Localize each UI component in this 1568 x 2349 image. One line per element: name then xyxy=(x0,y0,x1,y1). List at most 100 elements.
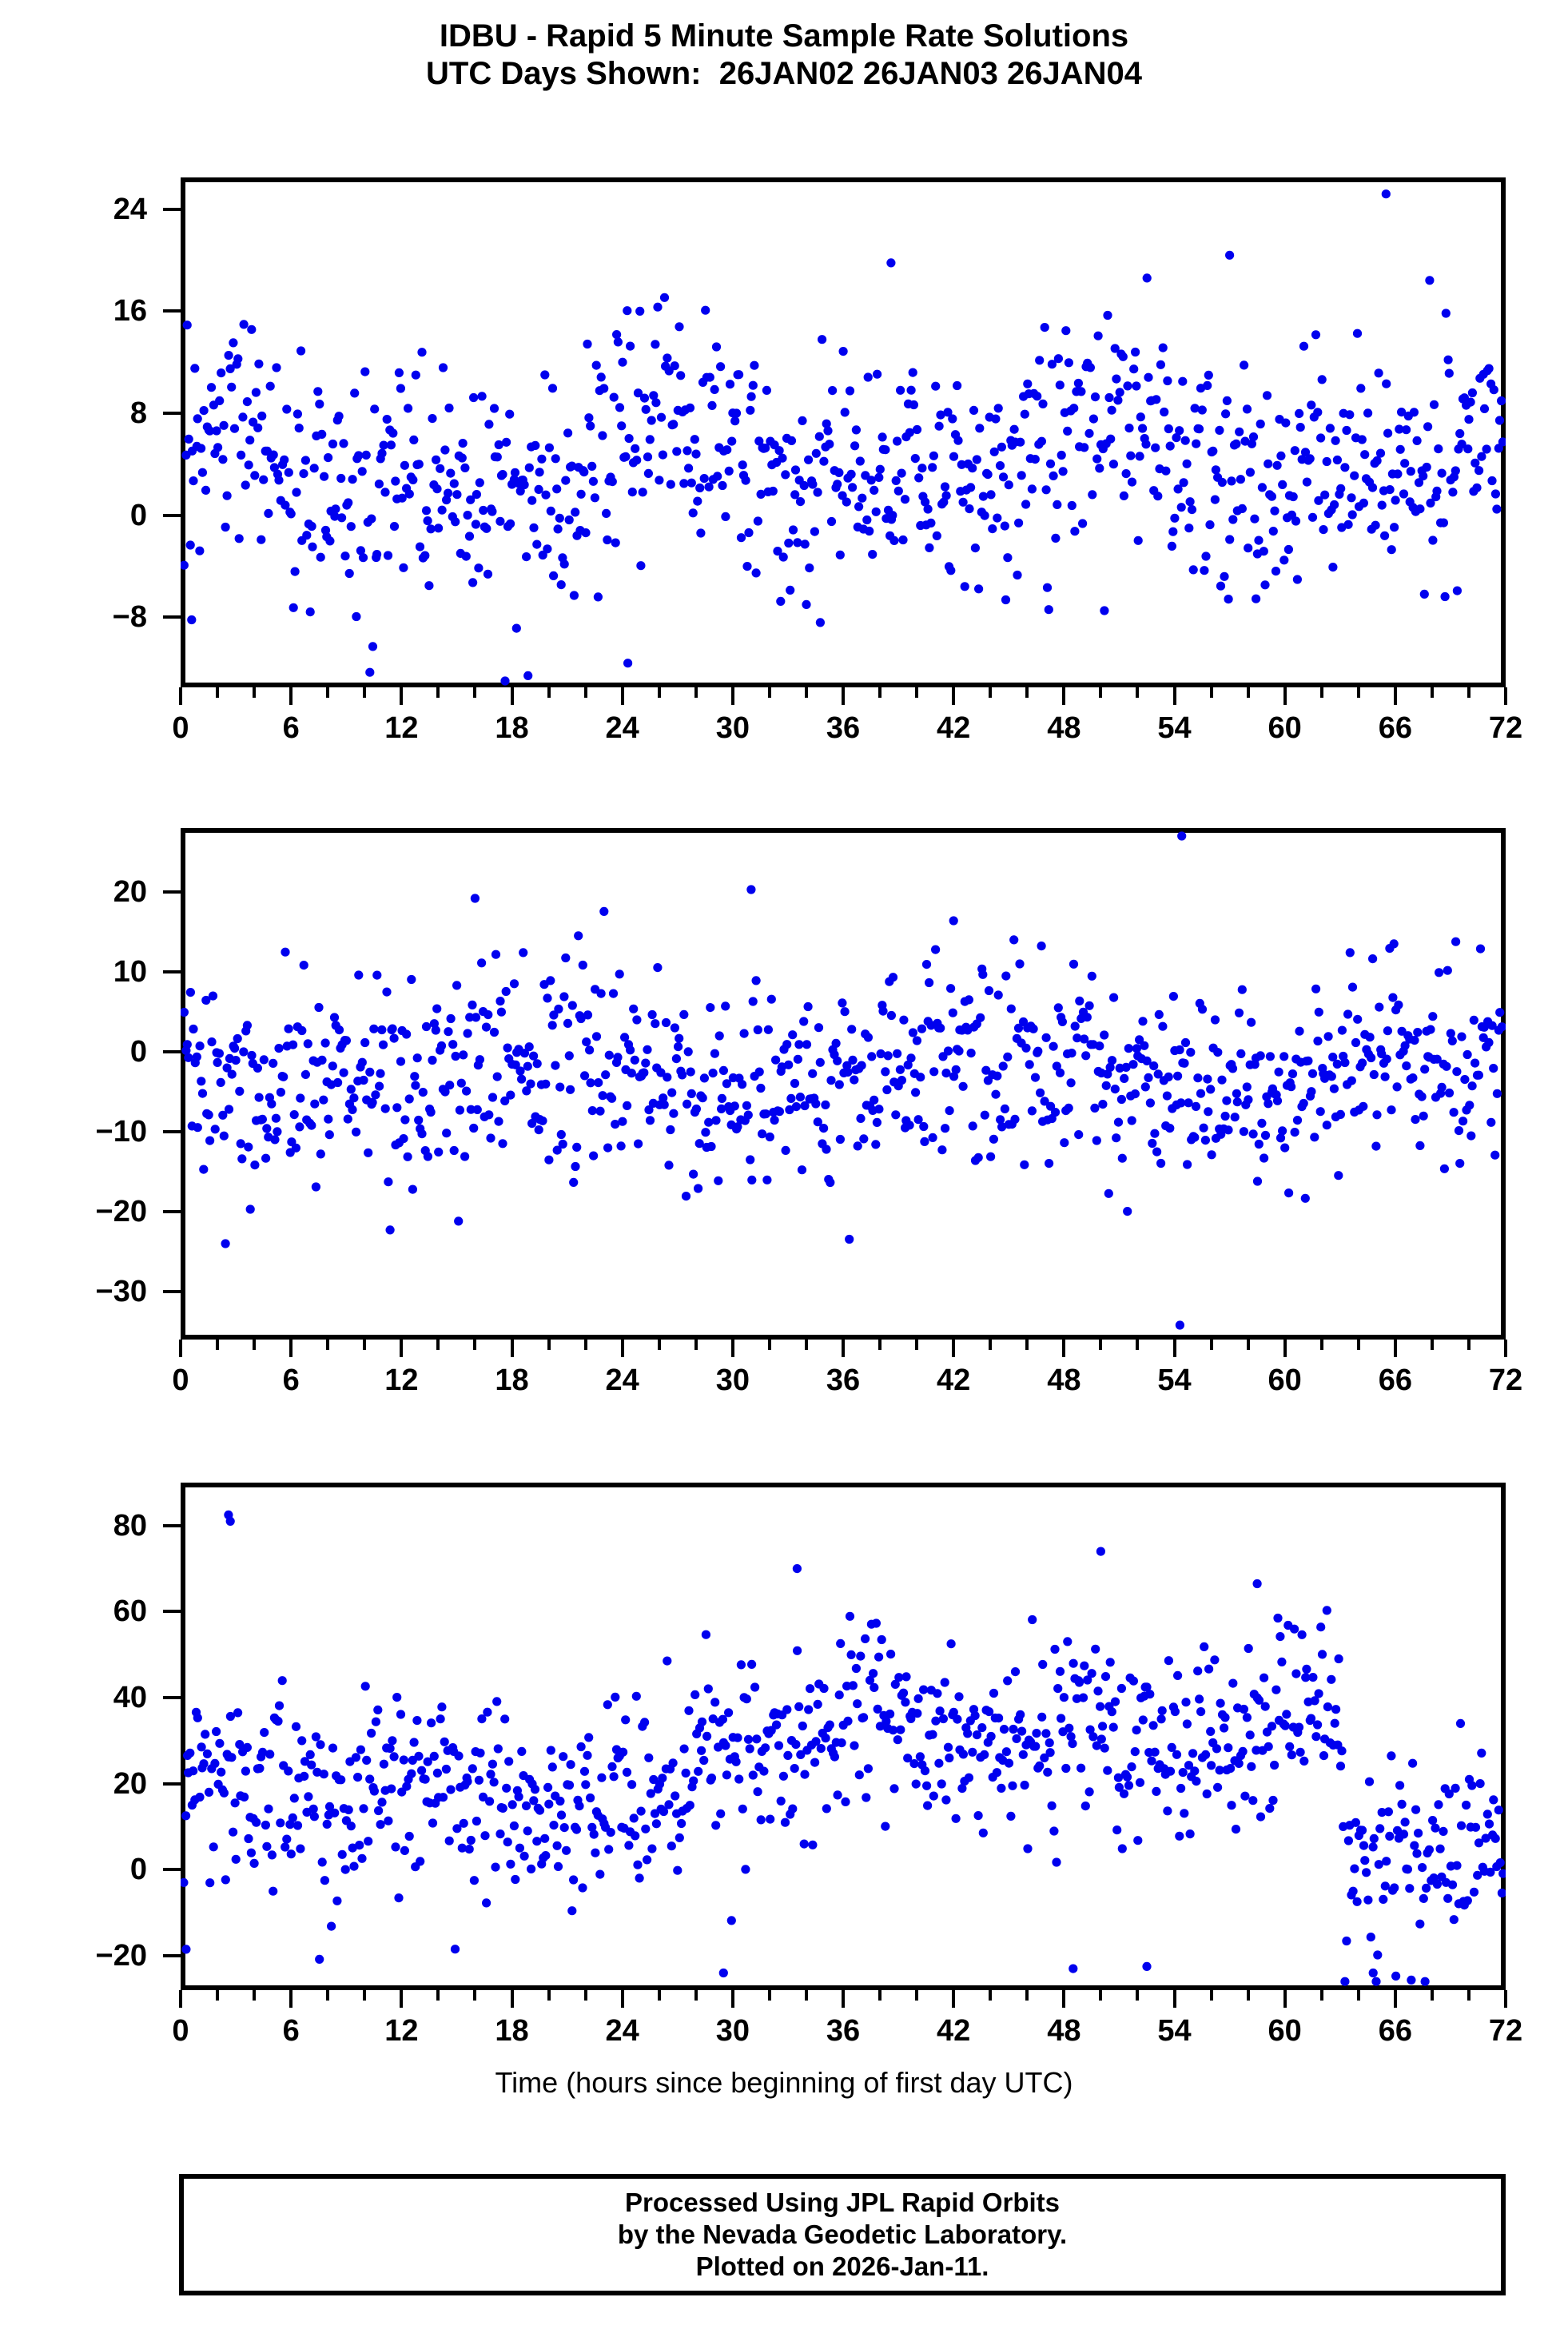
xtick-label: 36 xyxy=(826,711,861,745)
ytick-label: 0 xyxy=(129,1853,147,1887)
xtick-minor xyxy=(473,1990,477,2001)
ytick-major xyxy=(163,970,181,973)
xtick-minor xyxy=(878,1990,882,2001)
xtick-label: 48 xyxy=(1047,2014,1081,2048)
xtick-major xyxy=(1504,1990,1507,2008)
xtick-major xyxy=(952,1340,956,1357)
ytick-major xyxy=(163,1523,181,1527)
xtick-major xyxy=(1062,1340,1066,1357)
ytick-major xyxy=(163,1868,181,1872)
xtick-label: 24 xyxy=(605,711,639,745)
xtick-minor xyxy=(1430,687,1434,698)
xtick-minor xyxy=(326,1340,330,1350)
ytick-label: 80 xyxy=(113,1508,147,1543)
xtick-major xyxy=(730,1990,734,2008)
xtick-minor xyxy=(473,687,477,698)
xtick-major xyxy=(842,1340,845,1357)
xtick-major xyxy=(400,1990,404,2008)
xtick-label: 18 xyxy=(495,1364,529,1397)
footer-line-2: by the Nevada Geodetic Laboratory. xyxy=(617,2220,1068,2249)
xtick-label: 30 xyxy=(715,711,750,745)
xtick-minor xyxy=(1467,687,1470,698)
title-line-2: UTC Days Shown: 26JAN02 26JAN03 26JAN04 xyxy=(426,56,1142,91)
xtick-minor xyxy=(216,687,220,698)
xtick-minor xyxy=(363,687,367,698)
xtick-major xyxy=(1283,1990,1287,2008)
ytick-label: 40 xyxy=(113,1681,147,1715)
xtick-label: 18 xyxy=(495,711,529,745)
xtick-major xyxy=(620,1340,624,1357)
xtick-minor xyxy=(878,1340,882,1350)
xtick-major xyxy=(842,1990,845,2008)
xtick-minor xyxy=(583,1340,587,1350)
ytick-major xyxy=(163,1050,181,1053)
xtick-major xyxy=(730,1340,734,1357)
ytick-major xyxy=(163,513,181,517)
xtick-major xyxy=(1172,1340,1176,1357)
xtick-minor xyxy=(436,1340,440,1350)
xtick-major xyxy=(1504,687,1507,705)
xtick-minor xyxy=(1025,1990,1029,2001)
xtick-major xyxy=(842,687,845,705)
xtick-minor xyxy=(767,687,771,698)
footer-line-1: Processed Using JPL Rapid Orbits xyxy=(624,2188,1061,2217)
xtick-label: 54 xyxy=(1157,1364,1192,1397)
xtick-major xyxy=(730,687,734,705)
xtick-minor xyxy=(1099,1340,1103,1350)
ytick-major xyxy=(163,1953,181,1957)
ytick-label: 60 xyxy=(113,1595,147,1629)
xtick-minor xyxy=(804,1990,808,2001)
xtick-minor xyxy=(694,1990,698,2001)
xtick-label: 12 xyxy=(384,1364,419,1397)
xtick-minor xyxy=(253,1340,257,1350)
xtick-minor xyxy=(1025,1340,1029,1350)
xtick-major xyxy=(1393,1990,1397,2008)
xtick-minor xyxy=(767,1990,771,2001)
xtick-minor xyxy=(436,1990,440,2001)
ytick-major xyxy=(163,1210,181,1213)
ytick-major xyxy=(163,1696,181,1700)
xtick-major xyxy=(1172,687,1176,705)
xtick-minor xyxy=(436,687,440,698)
xtick-label: 42 xyxy=(937,711,971,745)
xtick-label: 30 xyxy=(715,1364,750,1397)
xtick-label: 48 xyxy=(1047,711,1081,745)
xtick-minor xyxy=(915,687,919,698)
xtick-minor xyxy=(878,687,882,698)
ytick-major xyxy=(163,1610,181,1614)
xtick-minor xyxy=(253,1990,257,2001)
xtick-major xyxy=(400,687,404,705)
xtick-label: 54 xyxy=(1157,711,1192,745)
xtick-label: 36 xyxy=(826,2014,861,2048)
xtick-minor xyxy=(657,1340,661,1350)
xtick-major xyxy=(1062,1990,1066,2008)
xtick-major xyxy=(510,687,514,705)
xtick-label: 30 xyxy=(715,2014,750,2048)
xtick-label: 24 xyxy=(605,2014,639,2048)
title-line-1: IDBU - Rapid 5 Minute Sample Rate Soluti… xyxy=(439,18,1129,54)
xtick-label: 54 xyxy=(1157,2014,1192,2048)
xtick-minor xyxy=(657,687,661,698)
xtick-minor xyxy=(694,1340,698,1350)
xtick-minor xyxy=(1467,1340,1470,1350)
xtick-minor xyxy=(694,687,698,698)
ytick-major xyxy=(163,309,181,313)
ytick-label: 24 xyxy=(113,192,147,226)
xtick-label: 42 xyxy=(937,2014,971,2048)
xtick-major xyxy=(179,687,182,705)
xtick-minor xyxy=(1209,1990,1213,2001)
xtick-label: 66 xyxy=(1378,2014,1412,2048)
xtick-label: 12 xyxy=(384,2014,419,2048)
xtick-minor xyxy=(657,1990,661,2001)
xtick-minor xyxy=(1209,1340,1213,1350)
xtick-minor xyxy=(989,1990,993,2001)
xtick-label: 60 xyxy=(1268,1364,1302,1397)
xtick-major xyxy=(620,1990,624,2008)
xtick-label: 6 xyxy=(282,1364,300,1397)
xtick-major xyxy=(1062,687,1066,705)
xtick-minor xyxy=(547,687,551,698)
ytick-label: 10 xyxy=(113,955,147,989)
xtick-label: 0 xyxy=(172,1364,189,1397)
